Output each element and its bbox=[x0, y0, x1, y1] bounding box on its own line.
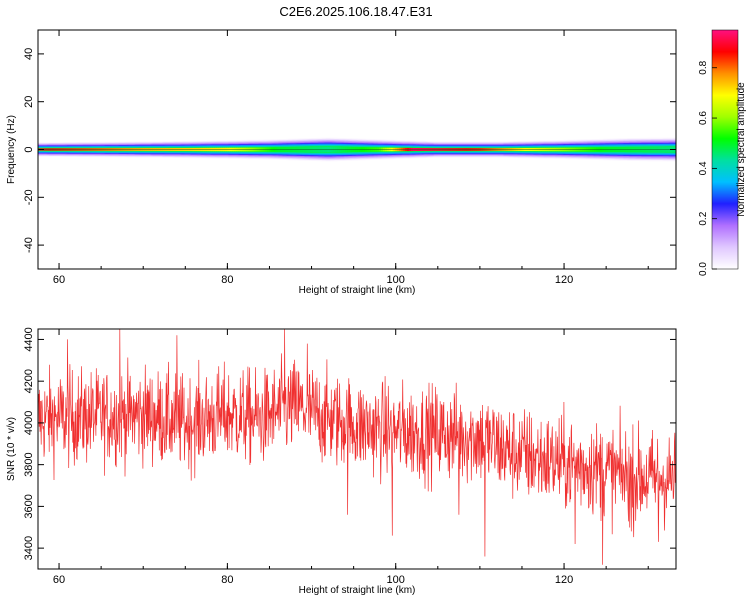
colorbar-label: Normalized spectral amplitude bbox=[736, 82, 747, 217]
snr-x-label: Height of straight line (km) bbox=[299, 585, 416, 596]
spectrogram-y-label: Frequency (Hz) bbox=[6, 115, 17, 184]
x-tick-label: 80 bbox=[221, 574, 233, 586]
colorbar-tick-label: 0.6 bbox=[698, 111, 709, 125]
y-tick-label: 4200 bbox=[23, 369, 35, 393]
colorbar: 0.0 0.2 0.4 0.6 0.8 Normalized spectral ampl… bbox=[698, 29, 747, 276]
y-tick-label: 40 bbox=[23, 48, 35, 60]
y-tick-label: 3400 bbox=[23, 536, 35, 560]
snr-y-label: SNR (10 * v/v) bbox=[6, 417, 17, 481]
spectrogram-y-axis: -40 -20 0 20 40 bbox=[23, 48, 676, 253]
snr-frame bbox=[37, 328, 677, 570]
colorbar-tick-label: 0.8 bbox=[698, 60, 709, 74]
x-tick-label: 100 bbox=[387, 574, 405, 586]
snr-series-line bbox=[38, 329, 676, 565]
x-tick-label: 60 bbox=[53, 574, 65, 586]
snr-x-axis: 60 80 100 120 bbox=[53, 329, 649, 586]
snr-y-axis: 3400 3600 3800 4000 4200 4400 bbox=[23, 327, 676, 560]
colorbar-axis: 0.0 0.2 0.4 0.6 0.8 bbox=[698, 60, 717, 276]
y-tick-label: 0 bbox=[23, 146, 35, 152]
spectrogram-plot-area bbox=[38, 137, 676, 162]
y-tick-label: 20 bbox=[23, 96, 35, 108]
spectrogram-x-axis: 60 80 100 120 bbox=[53, 30, 649, 286]
x-tick-label: 120 bbox=[555, 274, 573, 286]
colorbar-tick-label: 0.0 bbox=[698, 262, 709, 276]
y-tick-label: 3600 bbox=[23, 494, 35, 518]
snr-plot-area bbox=[38, 329, 676, 565]
x-tick-label: 120 bbox=[555, 574, 573, 586]
spectrogram-panel: 60 80 100 120 -40 -20 0 20 40 Height of straigh… bbox=[6, 29, 677, 296]
y-tick-label: -40 bbox=[23, 237, 35, 253]
figure-title: C2E6.2025.106.18.47.E31 bbox=[279, 4, 432, 19]
colorbar-gradient bbox=[711, 29, 739, 270]
spectrogram-x-label: Height of straight line (km) bbox=[299, 285, 416, 296]
snr-panel: 60 80 100 120 3400 3600 3800 4000 4200 4400 Heig… bbox=[6, 327, 677, 596]
colorbar-tick-label: 0.2 bbox=[698, 211, 709, 225]
x-tick-label: 100 bbox=[387, 274, 405, 286]
x-tick-label: 80 bbox=[221, 274, 233, 286]
x-tick-label: 60 bbox=[53, 274, 65, 286]
y-tick-label: -20 bbox=[23, 189, 35, 205]
y-tick-label: 3800 bbox=[23, 452, 35, 476]
colorbar-tick-label: 0.4 bbox=[698, 161, 709, 175]
y-tick-label: 4400 bbox=[23, 327, 35, 351]
y-tick-label: 4000 bbox=[23, 411, 35, 435]
